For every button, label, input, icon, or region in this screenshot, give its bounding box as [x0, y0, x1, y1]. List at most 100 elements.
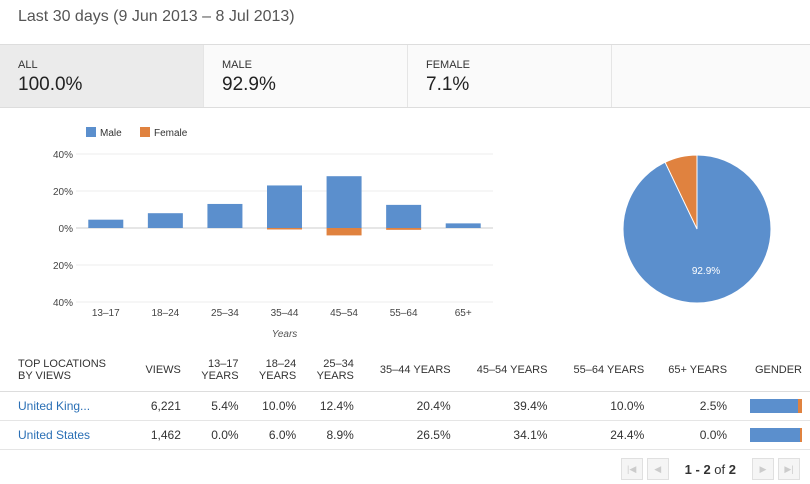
gender-cell	[735, 420, 810, 450]
column-header-text: 25–34	[323, 358, 354, 371]
column-header[interactable]: 18–24 YEARS	[246, 350, 305, 392]
tile-label: FEMALE	[426, 59, 471, 71]
first-page-button[interactable]: |◀	[620, 458, 643, 480]
value-cell: 8.9%	[304, 420, 362, 450]
location-link[interactable]: United States	[18, 427, 91, 442]
tile-value: 7.1%	[426, 74, 470, 95]
column-header[interactable]: VIEWS	[133, 350, 189, 392]
column-header[interactable]: 13–17 YEARS	[188, 350, 247, 392]
column-header-text: YEARS	[258, 370, 297, 383]
gender-cell	[735, 391, 810, 421]
gender-bar	[750, 398, 802, 413]
gender-tiles: ALL 100.0% MALE 92.9% FEMALE 7.1%	[0, 44, 810, 108]
locations-table: TOP LOCATIONS BY VIEWS VIEWS 13–17 YEARS 18–2…	[0, 350, 810, 450]
bar-female	[326, 228, 362, 236]
value-cell: 2.5%	[652, 391, 736, 421]
location-link[interactable]: United King...	[18, 398, 91, 413]
bar-female	[386, 228, 422, 230]
value-cell: 5.4%	[188, 391, 247, 421]
bar-male	[326, 176, 362, 228]
next-page-button[interactable]: ▶	[752, 458, 774, 480]
legend-male-swatch	[86, 127, 96, 137]
tile-empty	[612, 45, 810, 107]
column-header-text: YEARS	[201, 370, 239, 383]
bar-male	[386, 204, 422, 228]
value-cell: 1,462	[133, 420, 189, 450]
value-cell: 0.0%	[188, 420, 247, 450]
value-cell: 39.4%	[458, 391, 556, 421]
page-total: 2	[728, 461, 736, 477]
prev-page-button[interactable]: ◀	[646, 458, 669, 480]
bar-male	[88, 219, 124, 228]
page-range-value: 1 - 2	[684, 461, 711, 477]
column-header[interactable]: 65+ YEARS	[652, 350, 736, 392]
gender-bar-female	[799, 427, 802, 442]
x-tick-label: 13–17	[92, 308, 120, 319]
gender-pie-chart: 92.9%	[622, 154, 772, 304]
tile-label: MALE	[222, 59, 252, 71]
column-header-text: 65+ YEARS	[668, 364, 728, 377]
column-header-text: 35–44 YEARS	[379, 364, 451, 377]
value-cell: 12.4%	[304, 391, 362, 421]
column-header[interactable]: GENDER	[735, 350, 810, 392]
value-cell: 34.1%	[458, 420, 556, 450]
page-range: 1 - 2 of 2	[685, 462, 736, 477]
column-header-text: TOP LOCATIONS	[18, 358, 107, 371]
value-cell: 10.0%	[555, 391, 653, 421]
x-tick-label: 35–44	[271, 308, 299, 319]
pie-slice-female	[664, 154, 698, 230]
age-bar-chart: Male Female 40% 20% 0% 20% 40% 13–17 18–24 25–34 3…	[53, 127, 493, 340]
pagination: |◀ ◀ 1 - 2 of 2 ▶ ▶|	[620, 458, 800, 480]
tile-all[interactable]: ALL 100.0%	[0, 45, 204, 107]
value-cell: 6,221	[133, 391, 189, 421]
column-header-text: VIEWS	[145, 364, 181, 377]
y-tick-label: 20%	[53, 187, 73, 198]
last-page-button[interactable]: ▶|	[778, 458, 800, 480]
bar-male	[267, 185, 302, 228]
tile-value: 100.0%	[18, 74, 83, 95]
column-header[interactable]: 55–64 YEARS	[555, 350, 653, 392]
bar-male	[147, 213, 183, 228]
pie-label-male: 92.9%	[692, 266, 720, 277]
column-header-text: BY VIEWS	[18, 370, 71, 383]
tile-label: ALL	[18, 59, 38, 71]
gender-bar-female	[798, 398, 802, 413]
x-axis-title: Years	[272, 329, 298, 340]
table-row: United States 1,462 0.0% 6.0% 8.9% 26.5% 34.1%…	[0, 420, 810, 450]
legend-female-label: Female	[154, 128, 188, 139]
column-header[interactable]: 45–54 YEARS	[458, 350, 556, 392]
x-tick-label: 45–54	[330, 308, 358, 319]
location-cell: United States	[0, 420, 134, 450]
column-header-text: 45–54 YEARS	[476, 364, 548, 377]
value-cell: 0.0%	[652, 420, 736, 450]
x-tick-label: 18–24	[151, 308, 179, 319]
date-range-title: Last 30 days (9 Jun 2013 – 8 Jul 2013)	[18, 8, 295, 25]
tile-value: 92.9%	[222, 74, 276, 95]
column-header[interactable]: 25–34 YEARS	[304, 350, 362, 392]
x-tick-label: 55–64	[390, 308, 418, 319]
x-tick-label: 65+	[455, 308, 472, 319]
y-tick-label: 40%	[53, 150, 73, 161]
column-header-text: 55–64 YEARS	[573, 364, 645, 377]
column-header-text: 13–17	[207, 358, 239, 371]
column-header[interactable]: TOP LOCATIONS BY VIEWS	[0, 350, 134, 392]
value-cell: 26.5%	[361, 420, 459, 450]
tile-female[interactable]: FEMALE 7.1%	[408, 45, 612, 107]
column-header-text: GENDER	[754, 364, 802, 377]
gender-bar	[750, 427, 802, 442]
bar-male	[445, 223, 481, 228]
column-header-text: YEARS	[316, 370, 354, 383]
bar-female	[267, 228, 302, 230]
tile-male[interactable]: MALE 92.9%	[204, 45, 408, 107]
bar-male	[207, 203, 243, 228]
y-tick-label: 40%	[53, 298, 73, 309]
column-header-text: 18–24	[265, 358, 297, 371]
column-header[interactable]: 35–44 YEARS	[361, 350, 459, 392]
legend-male-label: Male	[100, 128, 122, 139]
table-header-row: TOP LOCATIONS BY VIEWS VIEWS 13–17 YEARS 18–2…	[0, 350, 810, 392]
x-tick-label: 25–34	[211, 308, 239, 319]
y-tick-label: 20%	[53, 261, 73, 272]
location-cell: United King...	[0, 391, 134, 421]
y-tick-label: 0%	[59, 224, 74, 235]
value-cell: 20.4%	[361, 391, 459, 421]
